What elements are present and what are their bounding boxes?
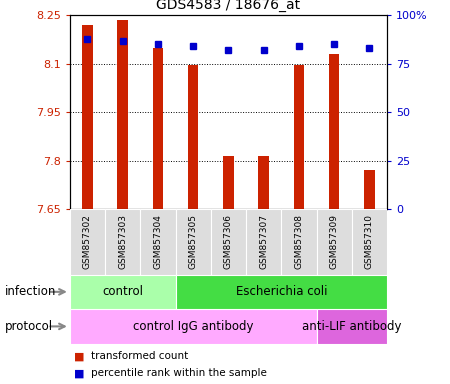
Text: control IgG antibody: control IgG antibody: [133, 320, 253, 333]
Text: control: control: [102, 285, 143, 298]
Text: GSM857303: GSM857303: [118, 214, 127, 270]
Bar: [281, 209, 316, 275]
Bar: [140, 209, 176, 275]
Bar: [70, 209, 105, 275]
Bar: [316, 209, 352, 275]
Text: ■: ■: [74, 368, 85, 378]
Bar: [246, 209, 281, 275]
Bar: [82, 25, 93, 209]
Text: GSM857302: GSM857302: [83, 215, 92, 269]
Text: transformed count: transformed count: [91, 351, 189, 361]
Text: percentile rank within the sample: percentile rank within the sample: [91, 368, 267, 378]
Text: protocol: protocol: [4, 320, 53, 333]
Bar: [176, 209, 211, 275]
Bar: [293, 65, 304, 209]
Bar: [188, 65, 198, 209]
Bar: [211, 209, 246, 275]
Title: GDS4583 / 18676_at: GDS4583 / 18676_at: [156, 0, 301, 12]
Bar: [316, 309, 387, 344]
Text: GSM857308: GSM857308: [294, 214, 303, 270]
Text: GSM857304: GSM857304: [153, 215, 162, 269]
Bar: [352, 209, 387, 275]
Bar: [329, 54, 339, 209]
Text: anti-LIF antibody: anti-LIF antibody: [302, 320, 401, 333]
Bar: [176, 275, 387, 309]
Text: Escherichia coli: Escherichia coli: [235, 285, 327, 298]
Text: GSM857310: GSM857310: [365, 214, 374, 270]
Text: ■: ■: [74, 351, 85, 361]
Bar: [117, 20, 128, 209]
Bar: [258, 156, 269, 209]
Text: GSM857307: GSM857307: [259, 214, 268, 270]
Text: GSM857306: GSM857306: [224, 214, 233, 270]
Bar: [70, 309, 316, 344]
Text: GSM857305: GSM857305: [189, 214, 198, 270]
Bar: [70, 275, 176, 309]
Bar: [153, 48, 163, 209]
Bar: [223, 156, 234, 209]
Text: GSM857309: GSM857309: [329, 214, 338, 270]
Bar: [105, 209, 140, 275]
Bar: [364, 170, 375, 209]
Text: infection: infection: [4, 285, 56, 298]
